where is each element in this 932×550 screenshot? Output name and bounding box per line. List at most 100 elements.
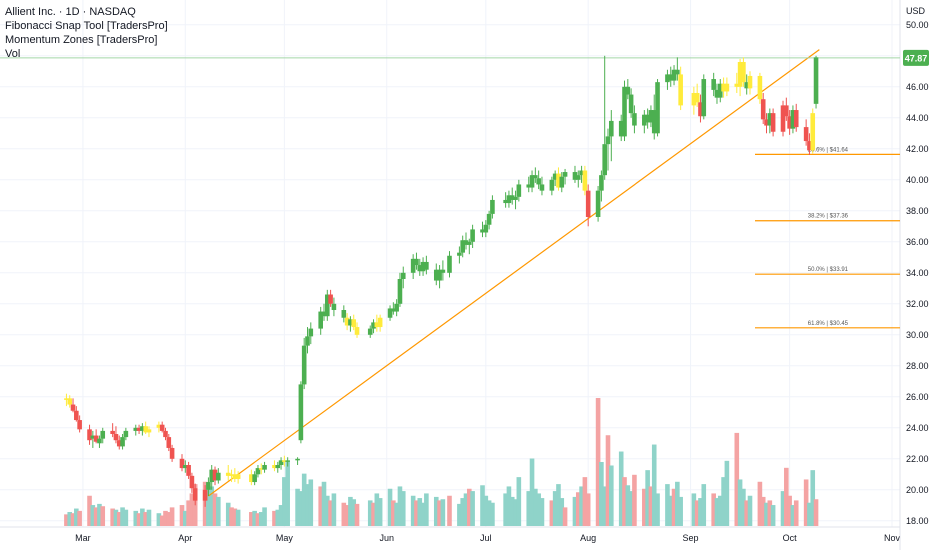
candle-body: [714, 89, 720, 98]
volume-bar: [272, 510, 277, 526]
volume-bar: [440, 499, 446, 526]
y-tick-label: 40.00: [906, 175, 929, 185]
candle-body: [354, 327, 360, 335]
candle-body: [87, 429, 92, 441]
candle-body: [724, 83, 730, 92]
candle-body: [721, 83, 726, 92]
volume-bar: [483, 495, 489, 526]
indicator-momentum[interactable]: Momentum Zones [TradersPro]: [5, 34, 158, 46]
candle-body: [206, 482, 211, 490]
candle-body: [305, 336, 310, 346]
volume-bar: [780, 491, 786, 526]
candle-body: [486, 213, 492, 225]
candle-body: [556, 173, 561, 188]
candle-body: [331, 303, 337, 310]
volume-bar: [351, 499, 357, 526]
volume-bar: [632, 474, 637, 526]
candle-body: [285, 460, 290, 462]
volume-bar: [348, 496, 353, 526]
volume-bar: [807, 502, 812, 526]
candle-body: [582, 170, 588, 191]
candle-body: [321, 311, 327, 317]
candle-body: [90, 435, 96, 439]
candle-body: [183, 465, 188, 469]
candle-body: [787, 116, 792, 129]
candle-body: [813, 57, 819, 104]
volume-bar: [529, 458, 535, 526]
indicator-fibonacci[interactable]: Fibonacci Snap Tool [TradersPro]: [5, 20, 168, 32]
volume-bar: [437, 500, 442, 526]
volume-bar: [212, 493, 218, 526]
candle-body: [420, 261, 426, 272]
candle-body: [665, 74, 670, 83]
volume-bar: [460, 498, 465, 526]
candle-body: [632, 113, 637, 126]
y-tick-label: 42.00: [906, 144, 929, 154]
volume-bar: [552, 491, 558, 526]
volume-bar: [183, 510, 188, 526]
candle-body: [341, 310, 347, 318]
candle-body: [232, 474, 238, 479]
candle-body: [424, 261, 429, 270]
volume-bar: [711, 493, 716, 526]
volume-bar: [424, 493, 429, 526]
volume-bar: [480, 485, 485, 526]
candle-body: [387, 308, 393, 318]
volume-bar: [186, 500, 191, 526]
volume-bar: [100, 506, 106, 526]
candle-body: [64, 398, 69, 400]
candle-body: [110, 430, 115, 434]
candle-body: [490, 199, 495, 214]
volume-bar: [787, 495, 792, 526]
candle-body: [156, 424, 162, 428]
volume-bar: [536, 493, 541, 526]
candle-body: [133, 427, 139, 431]
candle-body: [516, 184, 522, 197]
volume-bar: [747, 495, 753, 526]
candle-body: [67, 398, 73, 405]
volume-bar: [457, 503, 462, 526]
candle-body: [655, 82, 660, 134]
volume-bar: [93, 507, 99, 526]
candle-body: [93, 435, 99, 442]
candle-body: [503, 199, 508, 204]
volume-bar: [744, 500, 749, 526]
candle-body: [694, 93, 700, 103]
y-tick-label: 20.00: [906, 485, 929, 495]
candle-body: [414, 258, 419, 266]
y-tick-label: 38.00: [906, 206, 929, 216]
volume-bar: [618, 451, 624, 526]
candle-body: [651, 110, 657, 134]
volume-bar: [760, 496, 766, 526]
candle-body: [767, 113, 773, 126]
candle-body: [618, 120, 624, 137]
volume-bar: [599, 462, 604, 526]
volume-bar: [400, 491, 406, 526]
candle-body: [249, 474, 254, 483]
volume-bar: [166, 512, 172, 526]
y-tick-label: 18.00: [906, 516, 929, 526]
candle-body: [159, 424, 165, 431]
candle-body: [737, 62, 743, 87]
volume-bar: [784, 467, 789, 526]
candle-body: [585, 190, 591, 217]
indicator-volume[interactable]: Vol: [5, 48, 21, 60]
volume-bar: [179, 505, 185, 526]
volume-bar: [701, 484, 707, 526]
candle-body: [506, 195, 512, 204]
volume-bar: [252, 510, 257, 526]
y-tick-label: 22.00: [906, 454, 929, 464]
volume-bar: [344, 505, 350, 526]
currency-label[interactable]: USD: [906, 6, 926, 16]
volume-bar: [318, 486, 323, 526]
volume-bar: [470, 491, 475, 526]
volume-bar: [136, 513, 142, 526]
candle-body: [467, 241, 472, 245]
candle-body: [189, 475, 195, 489]
chart-title[interactable]: Allient Inc. · 1D · NASDAQ: [5, 6, 136, 18]
candle-body: [717, 83, 723, 98]
volume-bar: [582, 477, 588, 526]
volume-bar: [675, 481, 680, 526]
candle-body: [605, 136, 611, 145]
